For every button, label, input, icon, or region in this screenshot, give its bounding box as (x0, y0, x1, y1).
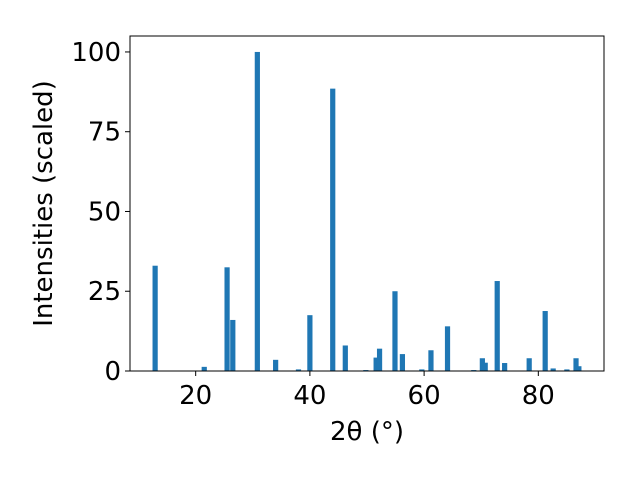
x-tick-label: 80 (522, 381, 555, 411)
bar-70.2 (479, 358, 485, 371)
bar-51.6 (373, 357, 379, 371)
bar-21.5 (201, 366, 207, 371)
bar-25.5 (224, 267, 230, 371)
bar-87.1 (576, 366, 582, 371)
bar-61.2 (428, 350, 434, 371)
bar-44 (330, 88, 336, 371)
bar-70.7 (482, 362, 488, 371)
y-axis-label: Intensities (scaled) (29, 80, 59, 327)
y-tick-label: 25 (88, 277, 121, 307)
bar-40 (307, 315, 313, 371)
y-tick-label: 0 (104, 357, 121, 387)
bar-56.2 (399, 354, 406, 371)
bar-30.8 (254, 51, 260, 371)
bar-64.1 (444, 326, 451, 371)
bar-59.6 (419, 369, 425, 371)
x-axis-ticks: 20 40 60 80 (179, 371, 555, 411)
y-tick-label: 100 (71, 38, 121, 68)
bar-81.2 (542, 311, 548, 371)
bar-82.6 (550, 368, 556, 371)
x-tick-label: 60 (408, 381, 441, 411)
x-axis-label: 2θ (°) (330, 417, 404, 447)
bar-12.9 (152, 265, 158, 371)
x-tick-label: 40 (293, 381, 326, 411)
bar-series (152, 51, 582, 371)
bar-85 (564, 369, 570, 371)
x-tick-label: 20 (179, 381, 212, 411)
y-axis-ticks: 0 25 50 75 100 (71, 38, 130, 387)
bar-46.2 (342, 345, 348, 371)
bar-78.4 (526, 358, 532, 371)
bar-52.2 (376, 348, 383, 371)
bar-34 (273, 359, 279, 371)
bar-54.9 (392, 291, 398, 371)
bar-38 (295, 369, 302, 371)
y-tick-label: 75 (88, 118, 121, 148)
plot-frame (129, 35, 605, 372)
y-tick-label: 50 (88, 197, 121, 227)
bar-74.1 (502, 363, 508, 371)
bar-86.6 (573, 358, 579, 371)
bar-72.8 (494, 281, 500, 371)
bar-26.5 (230, 319, 236, 371)
